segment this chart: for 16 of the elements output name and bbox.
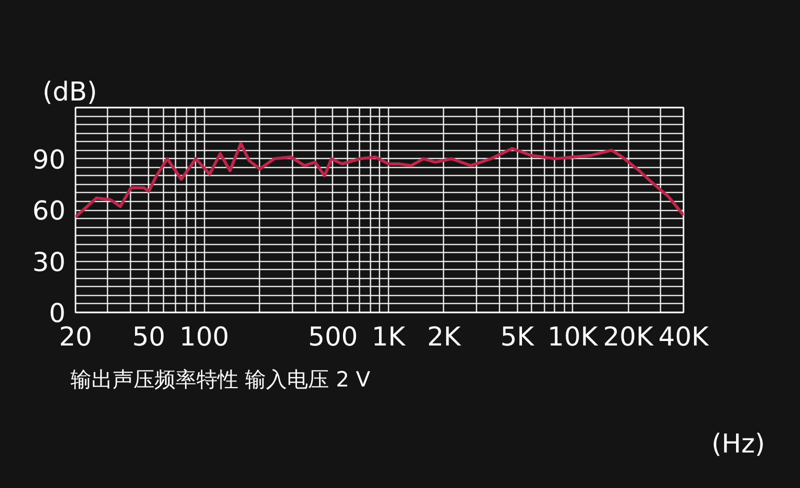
- x-tick-label: 20: [58, 322, 92, 352]
- y-tick-label: 90: [32, 145, 66, 176]
- x-tick-label: 5K: [500, 322, 535, 352]
- y-axis-title: (dB): [42, 78, 98, 108]
- x-tick-label: 500: [308, 322, 358, 352]
- x-tick-label: 1K: [372, 322, 406, 352]
- y-tick-label: 60: [32, 196, 66, 226]
- y-tick-label: 30: [32, 248, 66, 278]
- x-tick-label: 50: [132, 322, 166, 352]
- text: 输出声压频率特性 输入电压 2 V: [70, 368, 371, 392]
- x-axis-title: (Hz): [712, 430, 765, 460]
- x-tick-label: 20K: [602, 322, 654, 352]
- x-tick-label: 10K: [548, 322, 599, 352]
- x-tick-label: 2K: [427, 322, 462, 352]
- x-tick-label: 100: [179, 322, 230, 352]
- x-tick-label: 40K: [658, 322, 710, 352]
